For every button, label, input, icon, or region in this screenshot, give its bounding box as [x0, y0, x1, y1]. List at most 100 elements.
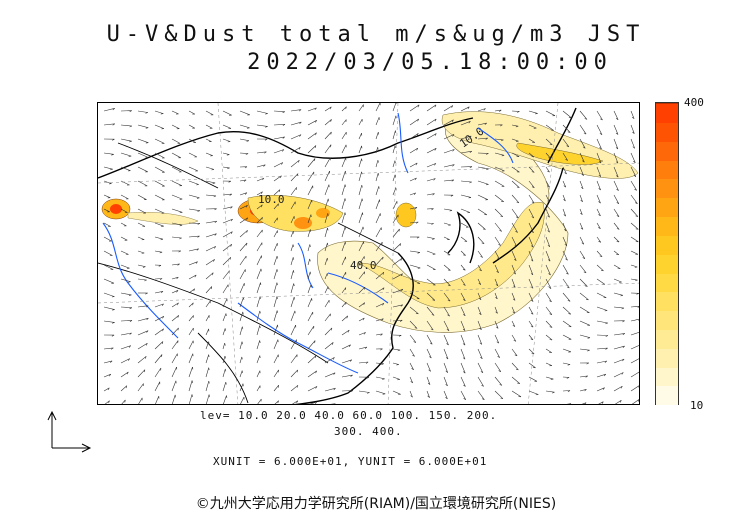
wind-arrow — [562, 390, 571, 392]
wind-arrow — [511, 180, 520, 188]
wind-arrow — [460, 194, 472, 198]
wind-arrow — [154, 328, 164, 336]
wind-arrow — [562, 264, 569, 275]
wind-arrow-head — [451, 179, 455, 182]
wind-arrow — [307, 258, 310, 266]
wind-arrow — [120, 385, 128, 392]
wind-arrow-head — [480, 256, 483, 258]
wind-arrow — [120, 371, 129, 378]
wind-arrow — [341, 344, 351, 350]
wind-arrow — [273, 369, 279, 378]
wind-arrow — [528, 236, 534, 248]
wind-arrow-head — [447, 269, 451, 271]
wind-arrow — [545, 292, 552, 302]
wind-arrow-head — [281, 162, 284, 165]
wind-arrow — [324, 157, 331, 168]
wind-arrow-head — [598, 188, 601, 191]
wind-arrow — [562, 180, 567, 188]
wind-arrow — [188, 366, 193, 378]
wind-arrow-head — [315, 132, 317, 136]
wind-arrow-head — [632, 131, 635, 134]
wind-arrow-head — [412, 354, 415, 357]
contour-label-3: 40.0 — [350, 259, 377, 272]
wind-arrow — [443, 278, 451, 287]
wind-arrow — [358, 212, 363, 224]
wind-arrow — [426, 278, 436, 286]
wind-arrow — [137, 222, 146, 227]
wind-arrow-head — [382, 256, 384, 260]
wind-arrow-head — [495, 326, 499, 329]
wind-arrow — [477, 278, 482, 285]
wind-arrow — [375, 376, 385, 380]
wind-arrow — [307, 229, 311, 238]
wind-arrow — [566, 403, 572, 404]
wind-arrow — [273, 256, 278, 266]
wind-arrow — [614, 400, 622, 404]
wind-arrow — [579, 292, 589, 301]
wind-arrow — [579, 306, 590, 313]
wind-arrow-head — [452, 149, 455, 152]
wind-arrow-head — [327, 198, 329, 202]
wind-arrow-head — [178, 250, 181, 253]
wind-arrow — [613, 278, 622, 283]
wind-arrow — [103, 278, 115, 284]
wind-arrow-head — [515, 230, 518, 233]
wind-arrow-head — [344, 227, 346, 230]
wind-arrow — [137, 152, 149, 158]
wind-arrow-head — [600, 118, 603, 121]
wind-arrow-head — [638, 386, 639, 388]
wind-arrow — [154, 354, 163, 364]
chart-title-timestamp: 2022/03/05.18:00:00 — [247, 50, 613, 75]
wind-arrow-head — [549, 326, 553, 328]
wind-arrow-head — [395, 130, 397, 134]
wind-arrow — [358, 302, 365, 308]
wind-arrow-head — [230, 244, 232, 247]
wind-arrow-head — [619, 400, 622, 403]
wind-arrow — [239, 370, 243, 378]
wind-arrow-head — [415, 162, 418, 166]
wind-arrow — [324, 327, 333, 336]
wind-arrow — [630, 124, 635, 134]
wind-arrow — [613, 194, 620, 204]
wind-arrow-head — [580, 186, 584, 190]
wind-arrow — [222, 218, 233, 224]
wind-arrow — [511, 362, 519, 371]
wind-arrow — [290, 339, 297, 350]
wind-arrow — [290, 216, 295, 224]
wind-arrow-head — [568, 313, 571, 315]
wind-arrow — [324, 227, 328, 238]
wind-arrow — [562, 152, 568, 161]
wind-arrow-head — [112, 322, 115, 324]
wind-arrow — [562, 194, 566, 202]
wind-arrow — [154, 180, 165, 187]
wind-arrow — [154, 278, 163, 280]
wind-arrow — [528, 152, 535, 158]
wind-arrow — [477, 348, 483, 359]
wind-arrow — [205, 394, 210, 404]
wind-arrow-head — [364, 346, 368, 349]
wind-arrow — [341, 329, 350, 336]
wind-arrow — [358, 346, 367, 350]
wind-arrow-head — [382, 378, 385, 380]
wind-arrow — [528, 292, 534, 302]
wind-arrow — [477, 222, 486, 230]
wind-arrow — [630, 250, 639, 255]
wind-arrow — [409, 320, 418, 329]
wind-arrow-head — [241, 356, 243, 360]
wind-arrow — [239, 205, 248, 210]
wind-arrow-head — [467, 106, 470, 110]
wind-arrow — [392, 103, 397, 112]
wind-arrow-head — [620, 386, 623, 389]
wind-arrow — [630, 110, 635, 119]
wind-arrow — [375, 117, 380, 126]
wind-arrow — [545, 194, 550, 203]
color-scale-segment — [656, 159, 678, 180]
wind-arrow — [494, 390, 504, 399]
wind-arrow — [188, 235, 200, 238]
wind-arrow — [545, 208, 550, 218]
wind-arrow — [443, 134, 455, 140]
wind-arrow — [324, 131, 332, 140]
wind-arrow-head — [401, 289, 404, 292]
wind-arrow-head — [227, 167, 230, 170]
wind-arrow-head — [413, 341, 417, 343]
